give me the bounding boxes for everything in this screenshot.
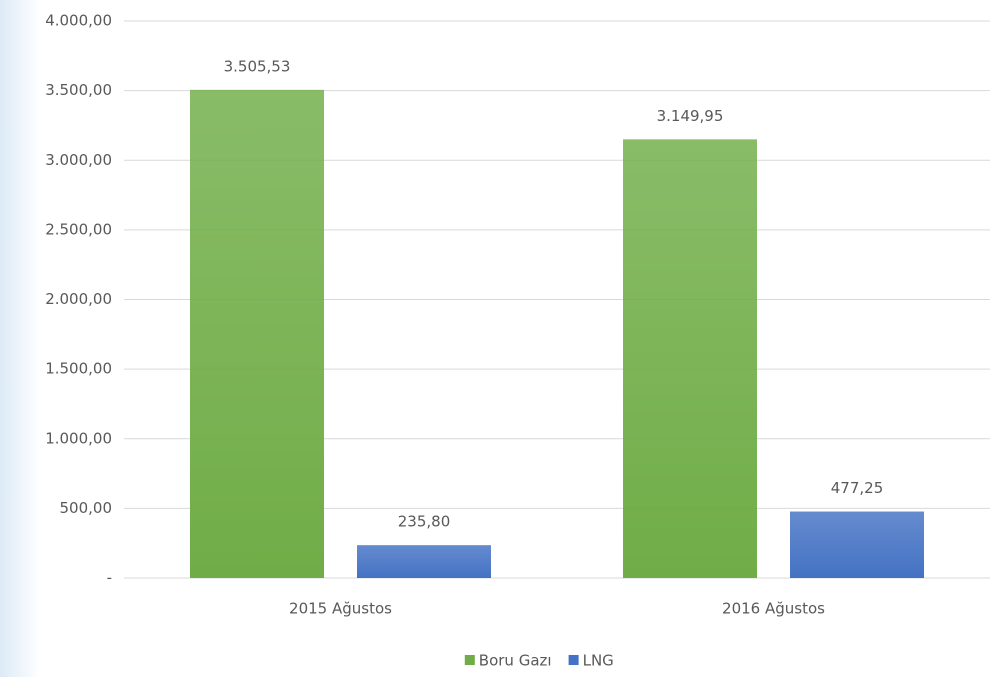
value-label: 235,80 — [398, 513, 451, 531]
background-edge — [0, 0, 40, 677]
legend-swatch — [568, 655, 579, 665]
legend-label: Boru Gazı — [479, 652, 552, 670]
y-tick-label: 1.000,00 — [45, 429, 112, 447]
bar — [623, 139, 757, 579]
bar — [790, 511, 924, 578]
x-tick-label: 2015 Ağustos — [289, 600, 392, 618]
bar — [190, 89, 324, 578]
y-tick-label: 4.000,00 — [45, 12, 112, 30]
value-label: 3.505,53 — [224, 57, 291, 75]
bar — [357, 545, 491, 578]
x-tick-label: 2016 Ağustos — [722, 600, 825, 618]
y-tick-label: 2.500,00 — [45, 220, 112, 238]
y-tick-label: 2.000,00 — [45, 290, 112, 308]
y-tick-label: 500,00 — [60, 499, 113, 517]
y-tick-label: 3.500,00 — [45, 81, 112, 99]
legend-swatch — [464, 655, 475, 665]
y-tick-label: - — [107, 569, 112, 587]
y-tick-label: 1.500,00 — [45, 360, 112, 378]
legend-label: LNG — [583, 652, 614, 670]
value-label: 477,25 — [831, 479, 884, 497]
y-tick-label: 3.000,00 — [45, 151, 112, 169]
value-label: 3.149,95 — [657, 107, 724, 125]
